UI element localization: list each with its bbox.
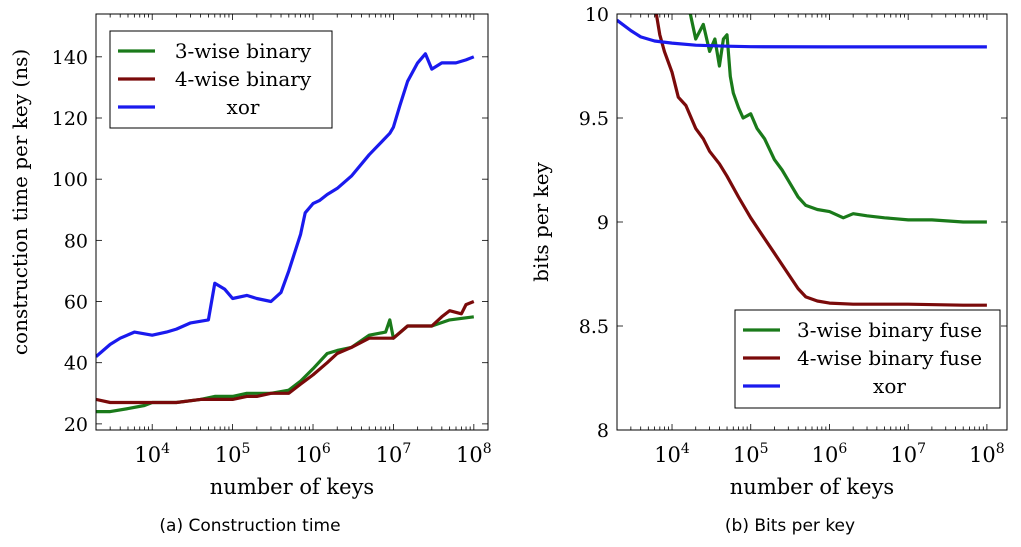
legend-label: 3-wise binary fuse bbox=[797, 318, 982, 342]
y-tick-label: 10 bbox=[585, 4, 609, 26]
x-tick-label: 104 bbox=[134, 441, 170, 467]
chart-0: 104 105 106 107 108 20 40 60 80 100 120 140 number o… bbox=[8, 13, 492, 499]
series-line-0 bbox=[96, 315, 475, 414]
x-axis-label: number of keys bbox=[730, 475, 894, 499]
y-tick-label: 40 bbox=[64, 353, 88, 375]
y-tick-label: 9 bbox=[597, 212, 609, 234]
x-tick-label: 106 bbox=[295, 441, 331, 467]
series-line-1 bbox=[654, 14, 987, 307]
x-tick-label: 105 bbox=[215, 441, 251, 467]
x-axis-label: number of keys bbox=[210, 475, 374, 499]
x-tick-label: 105 bbox=[733, 441, 769, 467]
chart-1: 104 105 106 107 108 8 8.5 9 9.5 10 number of keys b… bbox=[529, 4, 1008, 499]
y-tick-label: 60 bbox=[64, 292, 88, 314]
legend-label: xor bbox=[873, 374, 906, 398]
x-tick-label: 108 bbox=[456, 441, 492, 467]
x-tick-label: 107 bbox=[376, 441, 412, 467]
x-tick-label: 108 bbox=[969, 441, 1005, 467]
y-tick-label: 20 bbox=[64, 414, 88, 436]
y-tick-label: 8.5 bbox=[579, 316, 609, 338]
x-tick-label: 104 bbox=[654, 441, 690, 467]
y-tick-label: 100 bbox=[52, 169, 88, 191]
legend: 3-wise binary fuse 4-wise binary fuse xor bbox=[734, 309, 1001, 409]
caption-construction-time: (a) Construction time bbox=[159, 516, 341, 536]
y-tick-label: 120 bbox=[52, 108, 88, 130]
legend-label: 3-wise binary bbox=[175, 39, 312, 63]
legend-label: 4-wise binary bbox=[175, 67, 312, 91]
plot-frame bbox=[95, 13, 489, 431]
legend-label: xor bbox=[227, 95, 260, 119]
x-tick-label: 106 bbox=[812, 441, 848, 467]
y-tick-label: 9.5 bbox=[579, 108, 609, 130]
series-line-2 bbox=[96, 52, 475, 358]
caption-bits-per-key: (b) Bits per key bbox=[724, 516, 856, 536]
y-axis-label: construction time per key (ns) bbox=[8, 49, 32, 355]
series-line-2 bbox=[617, 18, 987, 49]
x-tick-label: 107 bbox=[890, 441, 926, 467]
y-tick-label: 8 bbox=[597, 420, 609, 442]
series-line-1 bbox=[96, 300, 475, 405]
series-line-0 bbox=[688, 14, 987, 224]
legend-label: 4-wise binary fuse bbox=[797, 346, 982, 370]
y-tick-label: 80 bbox=[64, 230, 88, 252]
legend: 3-wise binary 4-wise binary xor bbox=[109, 30, 333, 129]
y-tick-label: 140 bbox=[52, 47, 88, 69]
y-axis-label: bits per key bbox=[529, 161, 553, 281]
